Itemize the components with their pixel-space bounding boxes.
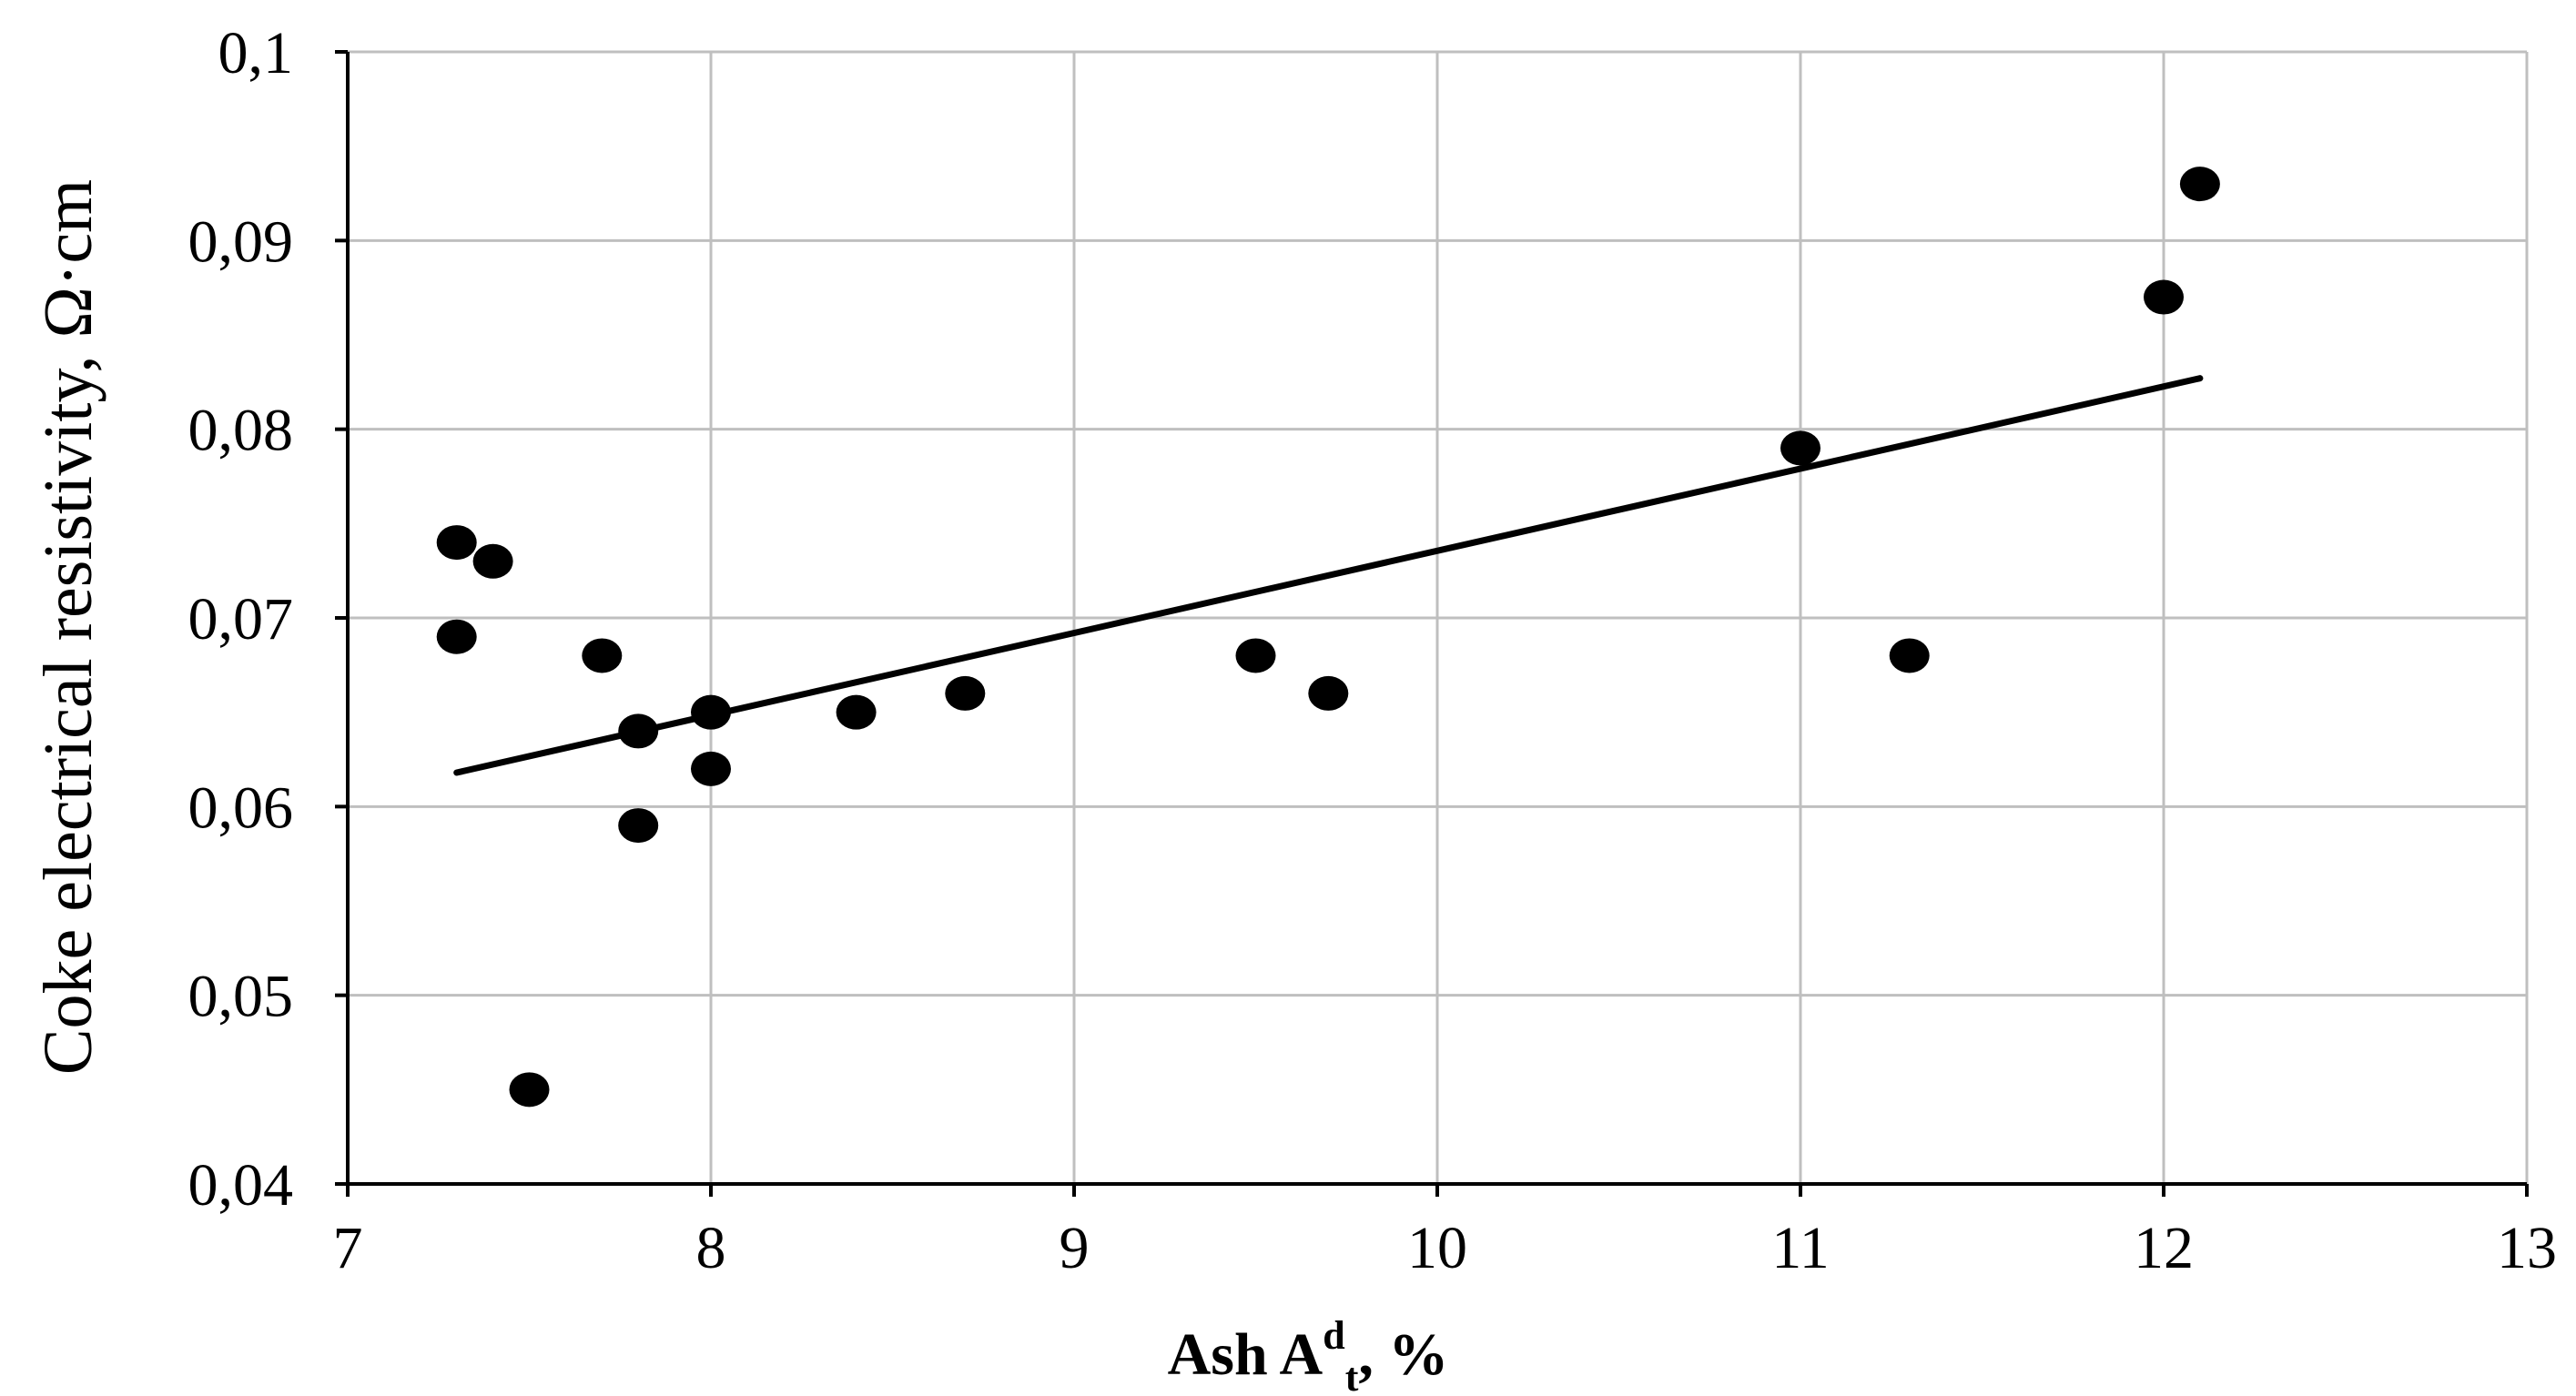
y-tick-label: 0,08 [188, 398, 294, 464]
x-tick-label: 12 [2134, 1215, 2194, 1281]
data-point [1235, 638, 1276, 673]
x-tick-label: 8 [696, 1215, 726, 1281]
y-tick-label: 0,06 [188, 774, 294, 841]
y-tick-label: 0,1 [218, 20, 294, 86]
data-point [618, 713, 659, 749]
data-point [836, 694, 877, 730]
trendline [453, 375, 2204, 776]
data-point [1308, 675, 1349, 711]
y-tick-label: 0,07 [188, 586, 294, 652]
data-point [436, 619, 477, 654]
y-tick-labels: 0,04 0,05 0,06 0,07 0,08 0,09 0,1 [188, 20, 294, 1219]
y-tick-label: 0,05 [188, 964, 294, 1030]
x-tick-labels: 7 8 9 10 11 12 13 [333, 1215, 2558, 1281]
x-axis-label-unit: , % [1358, 1321, 1448, 1388]
y-axis-label: Coke electrical resistivity, Ω·cm [30, 179, 106, 1075]
data-point [472, 543, 513, 579]
trendline-layer [453, 375, 2204, 776]
data-point [2144, 279, 2184, 315]
data-point [691, 694, 731, 730]
x-tick-label: 11 [1771, 1215, 1830, 1281]
data-point [436, 525, 477, 561]
y-tick-label: 0,09 [188, 208, 294, 275]
x-axis-label-superscript: d [1323, 1313, 1344, 1358]
x-tick-label: 13 [2497, 1215, 2557, 1281]
y-tick-label: 0,04 [188, 1152, 294, 1219]
data-point [509, 1072, 550, 1108]
x-axis-label-subscript: t [1345, 1355, 1359, 1391]
data-point [1780, 430, 1820, 466]
x-tick-label: 9 [1060, 1215, 1090, 1281]
data-point [2179, 167, 2220, 202]
data-point [1889, 638, 1930, 673]
data-point [582, 638, 623, 673]
data-point [945, 675, 986, 711]
data-points [436, 167, 2220, 1108]
x-axis-label-main: Ash A [1168, 1321, 1323, 1388]
x-tick-label: 7 [333, 1215, 363, 1281]
axes [335, 50, 2529, 1197]
x-tick-label: 10 [1407, 1215, 1467, 1281]
data-point [691, 751, 731, 786]
grid [348, 50, 2529, 1184]
data-point [618, 808, 659, 844]
x-axis-label: Ash Adt, % [1168, 1313, 1449, 1391]
